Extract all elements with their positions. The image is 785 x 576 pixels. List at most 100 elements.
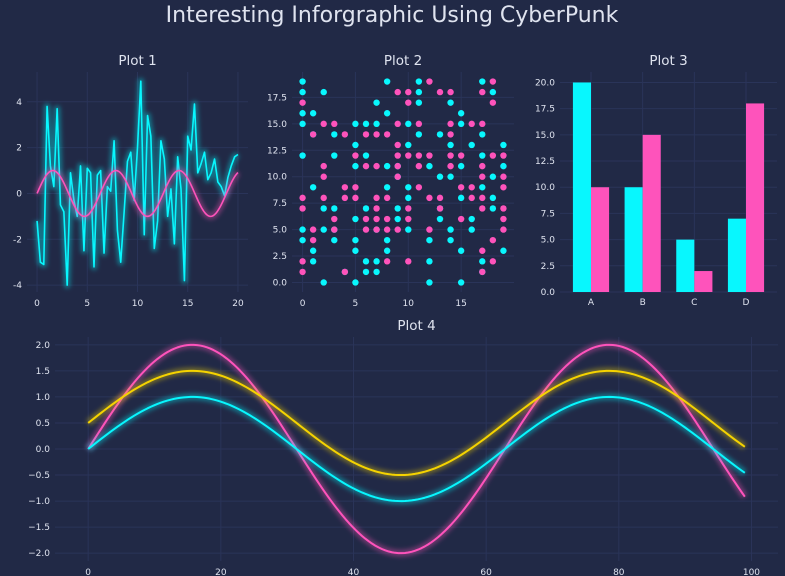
scatter-point-series-2: [479, 88, 486, 96]
scatter-point-series-2: [331, 120, 338, 128]
bar-B-series-2: [642, 134, 661, 292]
scatter-point-series-1: [309, 184, 317, 191]
scatter-point-series-2: [383, 215, 391, 223]
scatter-point-series-2: [468, 120, 475, 128]
scatter-point-series-2: [341, 131, 349, 138]
scatter-point-series-2: [436, 88, 444, 96]
scatter-point-series-1: [457, 247, 465, 254]
bar-A-series-1: [572, 82, 591, 292]
scatter-point-series-1: [352, 236, 359, 244]
scatter-point-series-2: [426, 194, 433, 202]
scatter-point-series-2: [352, 184, 359, 191]
scatter-point-series-1: [457, 110, 465, 117]
y-tick-label: 1.0: [36, 393, 51, 403]
scatter-point-series-1: [500, 141, 507, 149]
scatter-point-series-1: [405, 184, 412, 191]
y-tick-label: 12.5: [535, 157, 555, 167]
scatter-point-series-2: [415, 184, 423, 191]
scatter-point-series-1: [447, 141, 454, 149]
scatter-point-series-1: [415, 88, 423, 96]
scatter-point-series-2: [479, 173, 486, 180]
scatter-point-series-1: [457, 279, 465, 286]
scatter-point-series-1: [447, 173, 454, 180]
series-line-2: [36, 169, 239, 218]
scatter-point-series-2: [489, 78, 497, 85]
scatter-point-series-1: [362, 268, 370, 276]
scatter-point-series-2: [320, 173, 327, 180]
y-tick-label: 15.0: [535, 131, 555, 141]
scatter-point-series-2: [468, 184, 475, 191]
scatter-point-series-2: [362, 131, 370, 138]
scatter-point-series-2: [447, 152, 454, 159]
series-line-2: [87, 369, 746, 477]
y-tick-label: 0.0: [541, 288, 556, 298]
scatter-point-series-2: [415, 162, 423, 170]
scatter-point-series-2: [341, 184, 349, 191]
scatter-point-series-2: [489, 152, 497, 159]
scatter-point-series-2: [479, 205, 486, 212]
scatter-point-series-1: [415, 131, 423, 138]
scatter-point-series-2: [320, 194, 327, 202]
scatter-point-series-1: [352, 279, 359, 286]
plot-title: Plot 1: [118, 53, 156, 69]
y-tick-label: −1.5: [28, 523, 50, 533]
series-line-3: [87, 395, 746, 503]
scatter-point-series-1: [331, 236, 338, 244]
y-tick-label: 20.0: [535, 78, 555, 88]
scatter-point-series-2: [394, 162, 401, 170]
scatter-point-series-2: [436, 205, 444, 212]
scatter-point-series-1: [489, 173, 497, 180]
scatter-point-series-1: [373, 120, 380, 128]
scatter-point-series-2: [383, 226, 391, 233]
x-tick-label: 80: [613, 568, 625, 576]
scatter-point-series-1: [352, 120, 359, 128]
scatter-point-series-2: [468, 194, 475, 202]
scatter-point-series-1: [383, 184, 391, 191]
scatter-point-series-2: [479, 194, 486, 202]
scatter-point-series-1: [299, 88, 306, 96]
scatter-point-series-2: [447, 162, 454, 170]
scatter-point-series-2: [457, 184, 465, 191]
scatter-point-series-1: [299, 152, 306, 159]
scatter-point-series-1: [405, 120, 412, 128]
scatter-point-series-1: [457, 120, 465, 128]
y-tick-label: 17.5: [535, 105, 555, 115]
scatter-point-series-1: [383, 236, 391, 244]
y-tick-label: 15.0: [267, 120, 287, 130]
scatter-point-series-1: [309, 247, 317, 254]
scatter-point-series-2: [373, 162, 380, 170]
scatter-point-series-2: [500, 215, 507, 223]
x-tick-label: 100: [743, 568, 760, 576]
scatter-point-series-2: [341, 268, 349, 276]
scatter-point-series-2: [457, 215, 465, 223]
x-tick-label: 10: [403, 299, 415, 309]
y-tick-label: 0.0: [36, 445, 51, 455]
scatter-point-series-2: [309, 236, 317, 244]
scatter-point-series-2: [447, 120, 454, 128]
scatter-point-series-1: [320, 279, 327, 286]
scatter-point-series-2: [415, 120, 423, 128]
scatter-point-series-2: [489, 99, 497, 106]
plot-1: Plot 1 -4 -2 0 2 4 0 5 10 15 20: [13, 53, 248, 309]
scatter-point-series-1: [436, 131, 444, 138]
x-tick-label: 20: [232, 299, 244, 309]
y-tick-label: 0: [16, 189, 22, 199]
scatter-point-series-2: [383, 131, 391, 138]
bar-C-series-1: [676, 239, 695, 292]
series-line-1: [36, 80, 239, 286]
scatter-point-series-2: [415, 152, 423, 159]
scatter-point-series-1: [426, 258, 433, 265]
scatter-point-series-2: [405, 215, 412, 223]
y-tick-label: 12.5: [267, 146, 287, 156]
scatter-point-series-2: [299, 268, 306, 276]
y-tick-label: 2: [16, 144, 22, 154]
scatter-point-series-2: [447, 88, 454, 96]
scatter-point-series-1: [479, 78, 486, 85]
y-tick-label: 5.0: [273, 226, 288, 236]
scatter-point-series-2: [405, 152, 412, 159]
scatter-point-series-1: [405, 141, 412, 149]
scatter-point-series-2: [299, 258, 306, 265]
scatter-point-series-2: [405, 99, 412, 106]
scatter-point-series-1: [394, 215, 401, 223]
